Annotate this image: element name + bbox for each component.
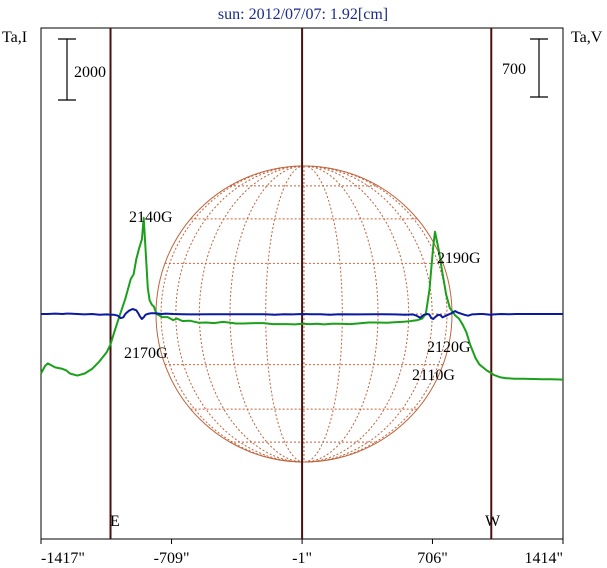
limb-markers: [109, 28, 493, 539]
right-scale-bar: [530, 38, 548, 98]
annotation-2140g: 2140G: [129, 209, 173, 226]
series-line-polarization: [41, 308, 563, 320]
longitude-line: [303, 165, 448, 463]
series-layer: [40, 216, 564, 381]
limb-label-west: W: [485, 513, 501, 530]
annotation-2190g: 2190G: [437, 250, 481, 267]
longitude-line: [303, 165, 343, 463]
longitude-line: [303, 165, 433, 463]
limb-label-east: E: [110, 513, 120, 530]
x-tick-label: -1": [292, 550, 312, 567]
annotation-2170g: 2170G: [124, 345, 168, 362]
series-line-intensity: [40, 216, 564, 381]
right-axis-label: Ta,V: [571, 29, 603, 46]
left-scale-bar-label: 2000: [74, 64, 106, 81]
x-axis: -1417" -709" -1" 706" 1414": [40, 539, 564, 567]
annotation-2120g: 2120G: [427, 339, 471, 356]
x-tick-label: 706": [417, 550, 448, 567]
x-tick-label: -1417": [41, 550, 85, 567]
x-tick-label: 1414": [524, 550, 563, 567]
x-tick-label: -709": [154, 550, 190, 567]
chart-title: sun: 2012/07/07: 1.92[cm]: [218, 6, 388, 23]
longitude-line: [265, 165, 305, 463]
right-scale-bar-label: 700: [502, 61, 526, 78]
left-scale-bar: [58, 38, 76, 101]
annotation-2110g: 2110G: [412, 367, 455, 384]
left-axis-label: Ta,I: [2, 29, 27, 46]
